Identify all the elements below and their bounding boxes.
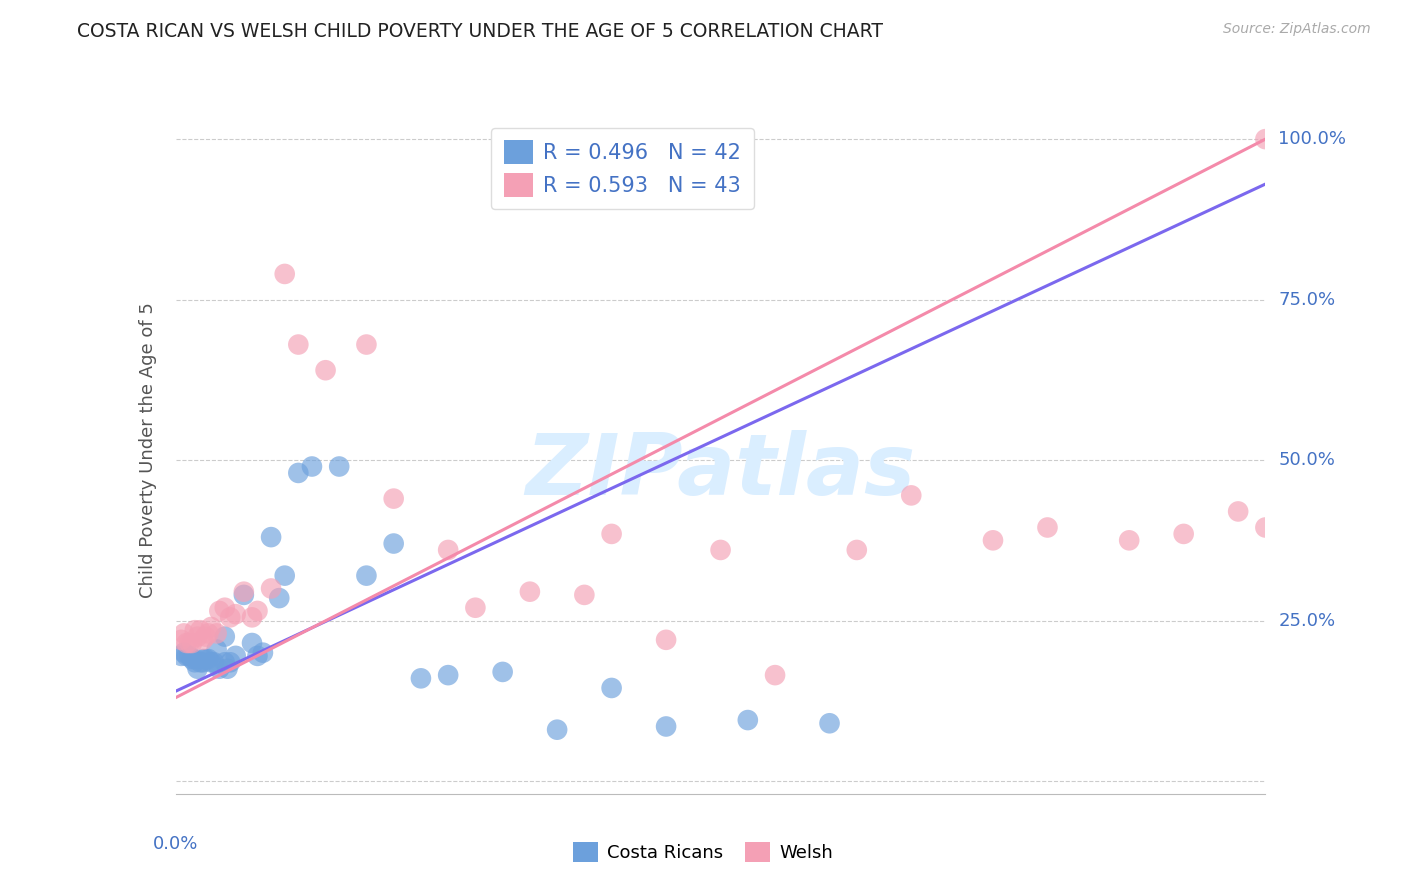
Point [574,588,596,602]
Point [194,630,217,644]
Point [492,665,515,679]
Point [260,530,283,544]
Point [437,543,460,558]
Point [208,604,231,618]
Point [176,648,198,663]
Point [232,584,254,599]
Point [225,648,247,663]
Text: COSTA RICAN VS WELSH CHILD POVERTY UNDER THE AGE OF 5 CORRELATION CHART: COSTA RICAN VS WELSH CHILD POVERTY UNDER… [77,22,883,41]
Point [200,655,222,669]
Point [214,655,236,669]
Point [763,668,786,682]
Point [287,337,309,351]
Text: ZIPatlas: ZIPatlas [526,430,915,513]
Point [315,363,337,377]
Legend: Costa Ricans, Welsh: Costa Ricans, Welsh [565,834,841,870]
Text: 75.0%: 75.0% [1278,291,1336,309]
Point [194,652,217,666]
Point [219,655,242,669]
Point [546,723,568,737]
Point [246,604,269,618]
Point [184,655,207,669]
Text: Source: ZipAtlas.com: Source: ZipAtlas.com [1223,22,1371,37]
Point [225,607,247,622]
Point [710,543,733,558]
Point [600,527,623,541]
Point [252,646,274,660]
Point [356,337,378,351]
Point [1254,132,1277,146]
Point [246,648,269,663]
Point [179,648,201,663]
Point [170,648,193,663]
Point [179,636,201,650]
Point [655,632,678,647]
Point [1036,520,1059,534]
Text: 25.0%: 25.0% [1278,612,1336,630]
Point [274,267,297,281]
Point [1118,533,1140,548]
Point [269,591,291,606]
Point [600,681,623,695]
Point [737,713,759,727]
Point [205,642,228,657]
Point [186,662,209,676]
Point [1254,520,1277,534]
Point [240,636,263,650]
Point [197,626,219,640]
Point [191,655,214,669]
Point [181,636,204,650]
Point [1173,527,1195,541]
Point [184,652,207,666]
Point [214,600,236,615]
Point [208,662,231,676]
Point [845,543,868,558]
Point [205,626,228,640]
Point [176,636,198,650]
Point [382,536,405,550]
Point [655,719,678,733]
Point [382,491,405,506]
Point [409,671,432,685]
Point [181,652,204,666]
Point [173,646,195,660]
Legend: R = 0.496   N = 42, R = 0.593   N = 43: R = 0.496 N = 42, R = 0.593 N = 43 [491,128,754,210]
Point [186,630,209,644]
Point [217,662,239,676]
Point [170,632,193,647]
Text: 0.0%: 0.0% [153,835,198,853]
Point [214,630,236,644]
Point [981,533,1004,548]
Point [219,610,242,624]
Text: 50.0%: 50.0% [1278,451,1336,469]
Point [191,632,214,647]
Point [287,466,309,480]
Point [818,716,841,731]
Point [1227,504,1250,518]
Point [356,568,378,582]
Y-axis label: Child Poverty Under the Age of 5: Child Poverty Under the Age of 5 [139,302,157,599]
Point [173,626,195,640]
Point [274,568,297,582]
Point [188,655,211,669]
Point [197,652,219,666]
Point [519,584,541,599]
Point [301,459,323,474]
Point [464,600,486,615]
Point [900,488,922,502]
Point [437,668,460,682]
Text: 100.0%: 100.0% [1278,130,1347,148]
Point [191,652,214,666]
Point [202,655,225,669]
Point [232,588,254,602]
Point [184,623,207,637]
Point [188,623,211,637]
Point [240,610,263,624]
Point [260,582,283,596]
Point [200,620,222,634]
Point [328,459,350,474]
